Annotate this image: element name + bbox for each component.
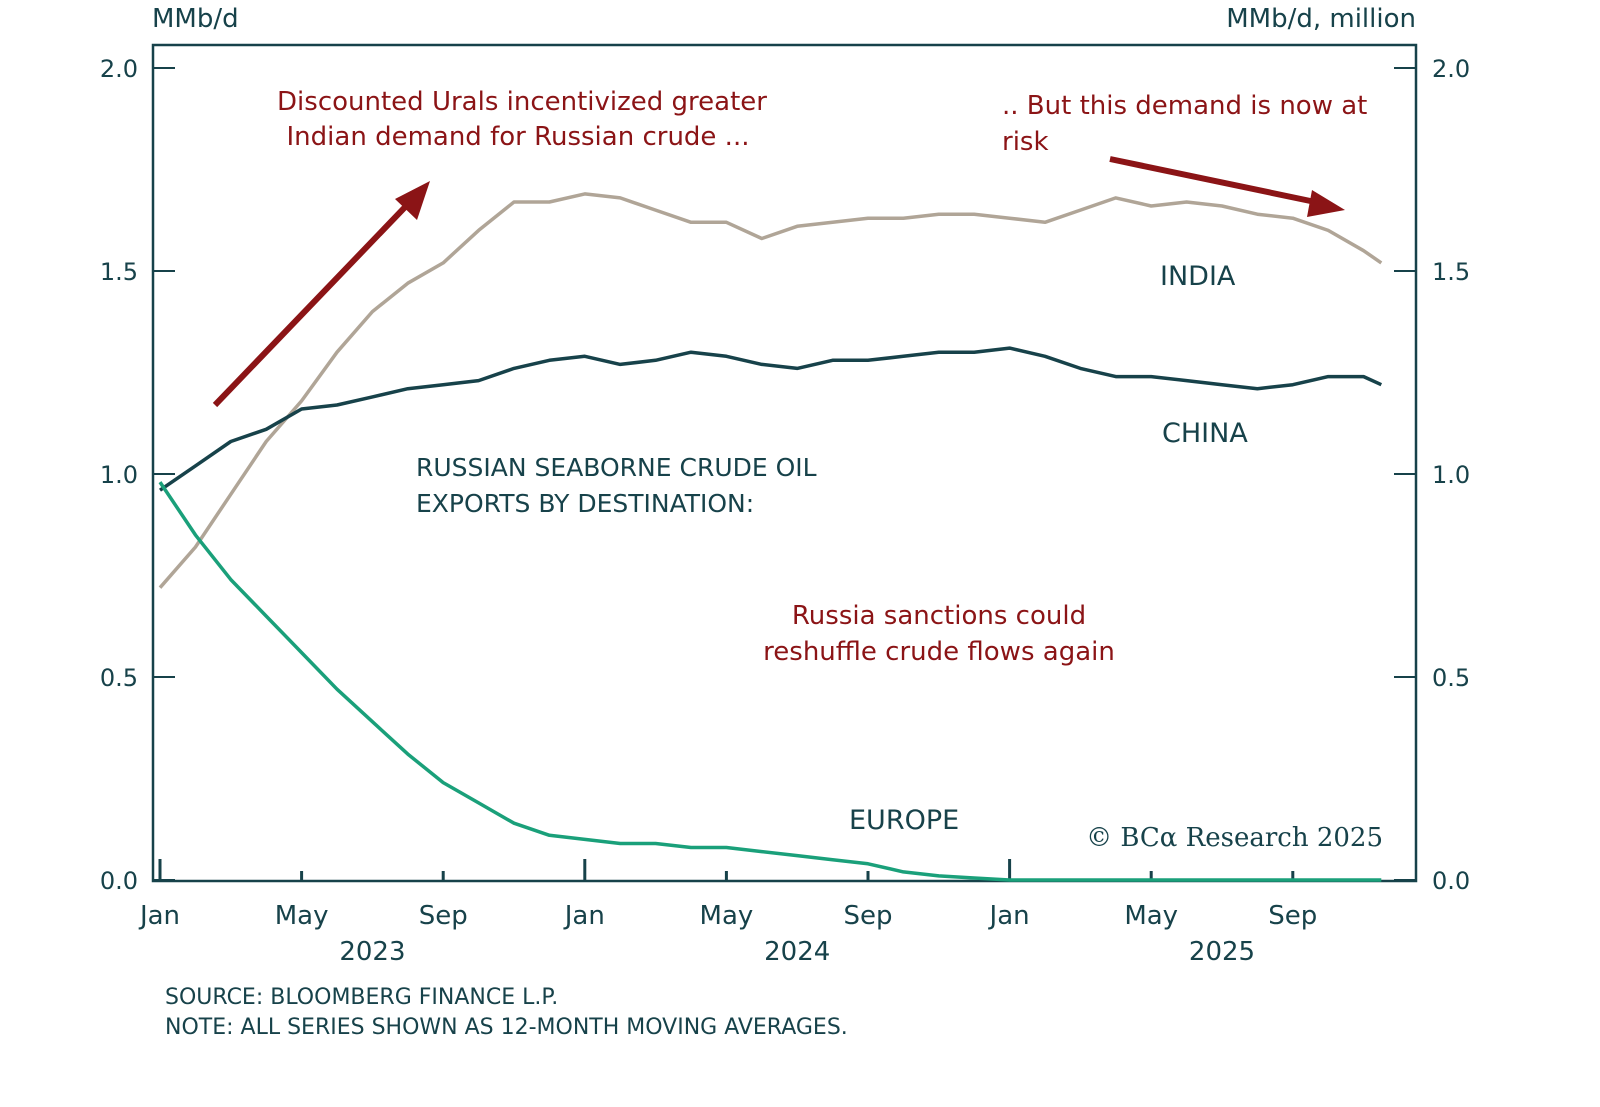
series-line-europe (158, 481, 1382, 882)
y-tick-label-right: 2.0 (1432, 55, 1470, 83)
series-line-china (159, 346, 1383, 492)
x-tick-label: Sep (1268, 901, 1317, 931)
series-label-india: INDIA (1160, 261, 1236, 292)
x-tick-label: Sep (419, 901, 468, 931)
x-year-label: 2024 (764, 937, 830, 967)
annotation-urals-line-1: Discounted Urals incentivized greater (277, 87, 767, 117)
x-year-labels: 2023 2024 2025 (339, 937, 1255, 967)
plot-border (151, 43, 1418, 883)
y-tick-label-left: 1.5 (100, 258, 138, 286)
x-tick-label: Jan (988, 901, 1030, 931)
series-label-china: CHINA (1162, 418, 1248, 449)
y-ticks-left: 0.0 0.5 1.0 1.5 2.0 (100, 55, 175, 895)
x-tick-label: Jan (138, 901, 180, 931)
copyright-label: © BCα Research 2025 (1086, 823, 1383, 853)
chart-title-line-1: RUSSIAN SEABORNE CRUDE OIL (416, 453, 817, 482)
y-tick-label-right: 1.0 (1432, 461, 1470, 489)
x-year-label: 2025 (1189, 937, 1255, 967)
series-group (158, 192, 1383, 882)
series-note: NOTE: ALL SERIES SHOWN AS 12-MONTH MOVIN… (165, 1015, 848, 1040)
y-tick-label-right: 0.0 (1432, 867, 1470, 895)
annotation-sanctions-line-2: reshuffle crude flows again (763, 637, 1115, 667)
x-year-label: 2023 (339, 937, 405, 967)
y-tick-label-right: 1.5 (1432, 258, 1470, 286)
series-line-india (158, 192, 1383, 589)
annotation-risk-line-2: risk (1002, 127, 1049, 157)
down-arrow (1109, 156, 1345, 217)
y-tick-label-left: 2.0 (100, 55, 138, 83)
annotation-urals-line-2: Indian demand for Russian crude ... (287, 122, 750, 152)
annotation-sanctions-line-1: Russia sanctions could (792, 601, 1086, 631)
y-axis-left-label: MMb/d (152, 4, 239, 34)
y-tick-label-right: 0.5 (1432, 664, 1470, 692)
x-tick-label: May (1124, 901, 1178, 931)
x-tick-label: May (700, 901, 754, 931)
y-ticks-right: 0.0 0.5 1.0 1.5 2.0 (1394, 55, 1470, 895)
y-tick-label-left: 1.0 (100, 461, 138, 489)
x-ticks: Jan May Sep Jan May Sep Jan May Sep (138, 859, 1317, 931)
x-tick-label: Sep (843, 901, 892, 931)
up-arrow (212, 181, 430, 408)
x-tick-label: Jan (563, 901, 605, 931)
series-label-europe: EUROPE (849, 805, 959, 836)
y-tick-label-left: 0.0 (100, 867, 138, 895)
annotation-risk-line-1: .. But this demand is now at (1002, 91, 1367, 121)
chart-title-line-2: EXPORTS BY DESTINATION: (416, 489, 754, 518)
y-axis-right-label: MMb/d, million (1226, 4, 1416, 34)
source-note: SOURCE: BLOOMBERG FINANCE L.P. (165, 985, 558, 1010)
y-tick-label-left: 0.5 (100, 664, 138, 692)
x-tick-label: May (275, 901, 329, 931)
plot-frame (151, 43, 1418, 883)
